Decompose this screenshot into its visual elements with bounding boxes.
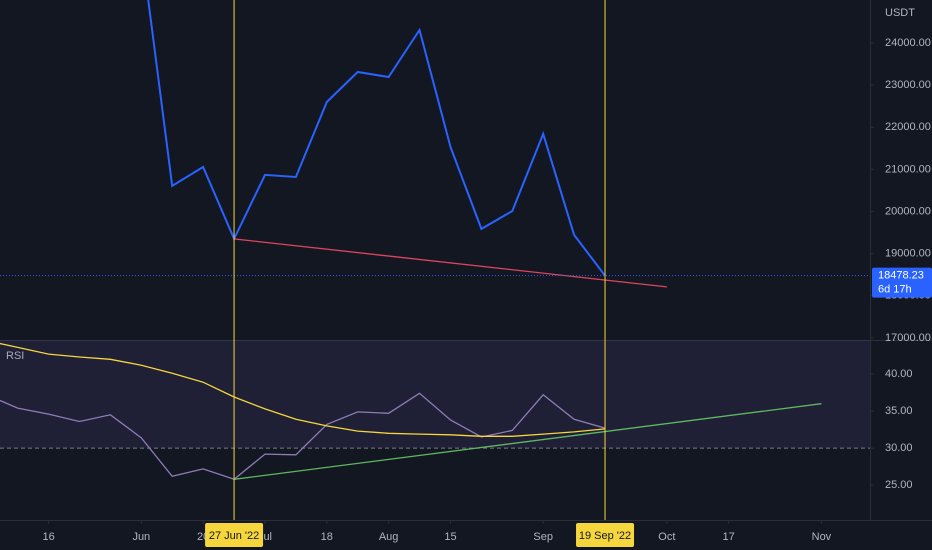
y-tick-label: 19000.00 <box>885 248 931 260</box>
marker-label: 27 Jun '22 <box>209 530 259 542</box>
pane <box>147 0 667 288</box>
x-tick-label: Sep <box>533 531 553 543</box>
x-tick-label: 18 <box>321 531 333 543</box>
marker-label: 19 Sep '22 <box>579 530 631 542</box>
y-tick-label: 17000.00 <box>885 332 931 344</box>
x-tick-label: 15 <box>444 531 456 543</box>
unit-label: USDT <box>885 7 915 19</box>
countdown-label: 6d 17h <box>878 284 912 296</box>
series-line <box>0 392 606 481</box>
marker-label-box <box>576 523 635 547</box>
pane-title: RSI <box>6 350 24 362</box>
x-tick-label: Aug <box>379 531 399 543</box>
last-price-box <box>872 267 932 298</box>
y-tick-label: 20000.00 <box>885 205 931 217</box>
x-tick-label: Nov <box>812 531 832 543</box>
pane <box>0 342 822 481</box>
y-tick-label: 40.00 <box>885 368 913 380</box>
x-tick-label: 16 <box>42 531 54 543</box>
series-line <box>147 0 606 277</box>
y-tick-label: 35.00 <box>885 405 913 417</box>
rsi-band <box>0 340 870 449</box>
y-tick-label: 21000.00 <box>885 163 931 175</box>
last-price-label: 18478.23 <box>878 270 924 282</box>
y-tick-label: 24000.00 <box>885 37 931 49</box>
y-tick-label: 25.00 <box>885 479 913 491</box>
y-tick-label: 30.00 <box>885 442 913 454</box>
series-line <box>0 342 606 437</box>
x-tick-label: Oct <box>658 531 675 543</box>
marker-label-box <box>205 523 264 547</box>
series-line <box>234 238 667 288</box>
x-tick-label: Jun <box>132 531 150 543</box>
series-line <box>234 403 822 480</box>
y-tick-label: 23000.00 <box>885 79 931 91</box>
x-tick-label: 17 <box>723 531 735 543</box>
y-tick-label: 22000.00 <box>885 121 931 133</box>
